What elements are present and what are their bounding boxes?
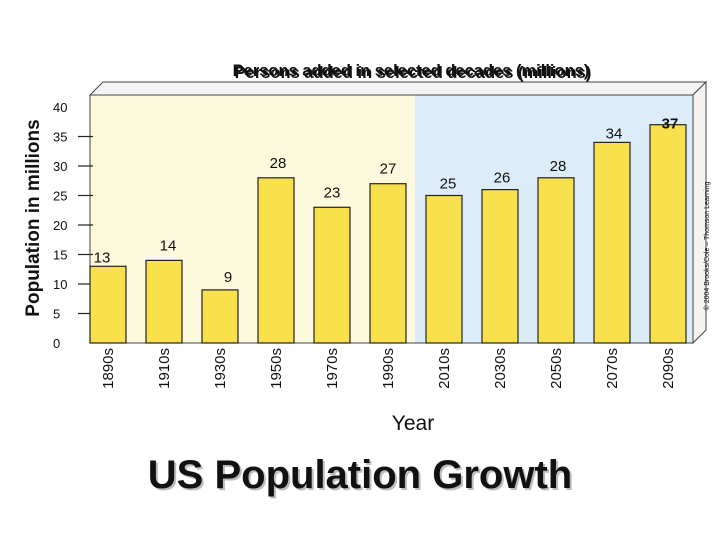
- bar-1910s: [145, 259, 183, 344]
- copyright-text: © 2004 Brooks/Cole – Thomson Learning: [703, 182, 711, 311]
- y-tick-label: 10: [53, 277, 67, 292]
- x-tick-label: 1970s: [324, 348, 341, 389]
- y-tick-label: 5: [53, 307, 60, 322]
- value-label: 28: [270, 155, 287, 172]
- x-tick-label: 2010s: [436, 348, 453, 389]
- x-tick-label: 1910s: [156, 348, 173, 389]
- bar-1930s: [201, 289, 239, 344]
- value-label: 25: [440, 176, 457, 193]
- y-tick-label: 15: [53, 248, 67, 263]
- y-axis-label: Population in millions: [23, 119, 44, 316]
- panel-top-face: [88, 81, 708, 96]
- value-label: 34: [606, 125, 623, 142]
- bar-2010s: [425, 194, 463, 344]
- bar-1970s: [313, 206, 351, 344]
- chart-title: Persons added in selected decades (milli…: [235, 64, 592, 82]
- y-tick-label: 20: [53, 218, 67, 233]
- bar-1990s: [369, 183, 407, 344]
- value-label: 14: [160, 237, 177, 254]
- bar-2070s: [593, 141, 631, 344]
- y-tick-label: 0: [53, 336, 60, 351]
- x-tick-label: 1890s: [100, 348, 117, 389]
- chart-title: Persons added in selected decades (milli…: [233, 62, 590, 80]
- value-label: 26: [494, 170, 511, 187]
- value-label: 27: [380, 161, 397, 178]
- value-label: 13: [94, 249, 111, 266]
- x-axis-ticks: 1890s 1910s 1930s 1950s 1970s 1990s 2010s 2030s…: [100, 348, 677, 389]
- bar-1890s: [89, 265, 127, 344]
- x-tick-label: 2050s: [548, 348, 565, 389]
- x-axis-label: Year: [392, 412, 434, 435]
- bar-2050s: [537, 177, 575, 344]
- y-tick-label: 30: [53, 159, 67, 174]
- value-label: 9: [224, 269, 232, 286]
- y-tick-label: 40: [53, 100, 67, 115]
- bar-1950s: [257, 177, 295, 344]
- value-label: 37: [662, 116, 679, 133]
- x-tick-label: 1990s: [380, 348, 397, 389]
- bars: 13 14 9 28 23 27 25 26 28 34 37: [89, 116, 687, 344]
- x-tick-label: 2070s: [604, 348, 621, 389]
- bar-2090s: [649, 124, 687, 344]
- y-tick-label: 35: [53, 130, 67, 145]
- value-label: 28: [550, 158, 567, 175]
- x-tick-label: 1950s: [268, 348, 285, 389]
- x-tick-label: 2030s: [492, 348, 509, 389]
- y-tick-label: 25: [53, 189, 67, 204]
- slide-title: US Population Growth: [147, 453, 573, 497]
- y-axis: 0 5 10 15 20 25 30 35 40: [53, 100, 93, 351]
- x-tick-label: 1930s: [212, 348, 229, 389]
- x-tick-label: 2090s: [660, 348, 677, 389]
- bar-2030s: [481, 189, 519, 344]
- history-region: [90, 95, 415, 343]
- value-label: 23: [324, 184, 341, 201]
